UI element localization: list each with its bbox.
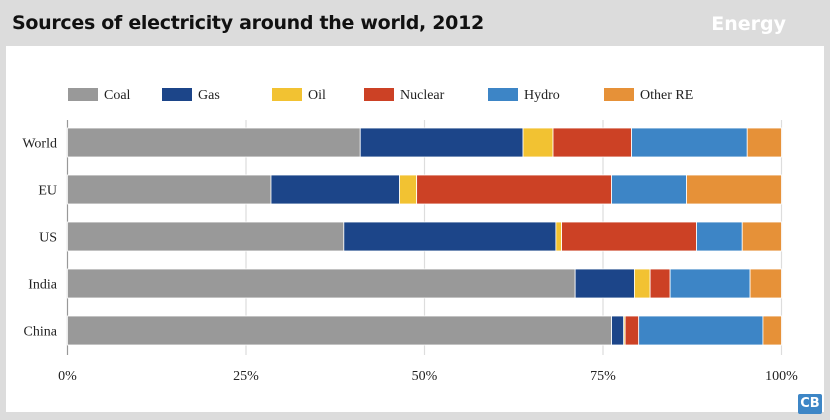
bar-segment bbox=[669, 268, 751, 299]
bar-segment bbox=[67, 315, 612, 346]
bar-segment bbox=[67, 268, 576, 299]
chart-title: Sources of electricity around the world,… bbox=[12, 12, 484, 34]
bar-segment bbox=[67, 221, 345, 252]
category-label: US bbox=[39, 231, 57, 246]
category-label: India bbox=[28, 278, 58, 293]
bar-segment bbox=[611, 174, 687, 205]
x-tick-label: 75% bbox=[590, 369, 616, 384]
bar-segment bbox=[555, 221, 562, 252]
legend-label: Hydro bbox=[524, 88, 560, 103]
bar-segment bbox=[574, 268, 635, 299]
bar-segment bbox=[649, 268, 671, 299]
legend-label: Oil bbox=[308, 88, 326, 103]
carbon-brief-logo: CB bbox=[798, 394, 822, 414]
legend-swatch bbox=[162, 88, 192, 101]
bar-segment bbox=[561, 221, 697, 252]
bar-segment bbox=[631, 127, 748, 158]
bar-segment bbox=[741, 221, 782, 252]
legend-label: Other RE bbox=[640, 88, 693, 103]
x-tick-label: 0% bbox=[58, 369, 77, 384]
bar-segment bbox=[611, 315, 625, 346]
legend-label: Gas bbox=[198, 88, 220, 103]
bar-segment bbox=[762, 315, 782, 346]
x-tick-label: 100% bbox=[765, 369, 798, 384]
bar-segment bbox=[638, 315, 764, 346]
header: Sources of electricity around the world,… bbox=[0, 0, 830, 46]
bar-segment bbox=[399, 174, 418, 205]
legend-label: Coal bbox=[104, 88, 131, 103]
legend-swatch bbox=[364, 88, 394, 101]
legend-swatch bbox=[604, 88, 634, 101]
bar-segment bbox=[634, 268, 651, 299]
category-label: EU bbox=[38, 184, 57, 199]
bar-segment bbox=[522, 127, 554, 158]
bar-segment bbox=[746, 127, 782, 158]
bar-segment bbox=[416, 174, 612, 205]
legend-swatch bbox=[488, 88, 518, 101]
legend-swatch bbox=[68, 88, 98, 101]
bar-segment bbox=[67, 174, 272, 205]
bar-segment bbox=[696, 221, 743, 252]
section-label: Energy bbox=[711, 13, 786, 35]
bar-segment bbox=[359, 127, 524, 158]
x-tick-label: 50% bbox=[412, 369, 438, 384]
x-tick-label: 25% bbox=[233, 369, 259, 384]
bar-segment bbox=[67, 127, 361, 158]
category-label: World bbox=[22, 137, 57, 152]
bar-segment bbox=[749, 268, 782, 299]
legend-swatch bbox=[272, 88, 302, 101]
bar-segment bbox=[270, 174, 400, 205]
bar-segment bbox=[686, 174, 782, 205]
legend-label: Nuclear bbox=[400, 88, 445, 103]
bar-segment bbox=[343, 221, 557, 252]
bar-segment bbox=[624, 315, 640, 346]
category-label: China bbox=[24, 325, 58, 340]
bar-segment bbox=[552, 127, 632, 158]
